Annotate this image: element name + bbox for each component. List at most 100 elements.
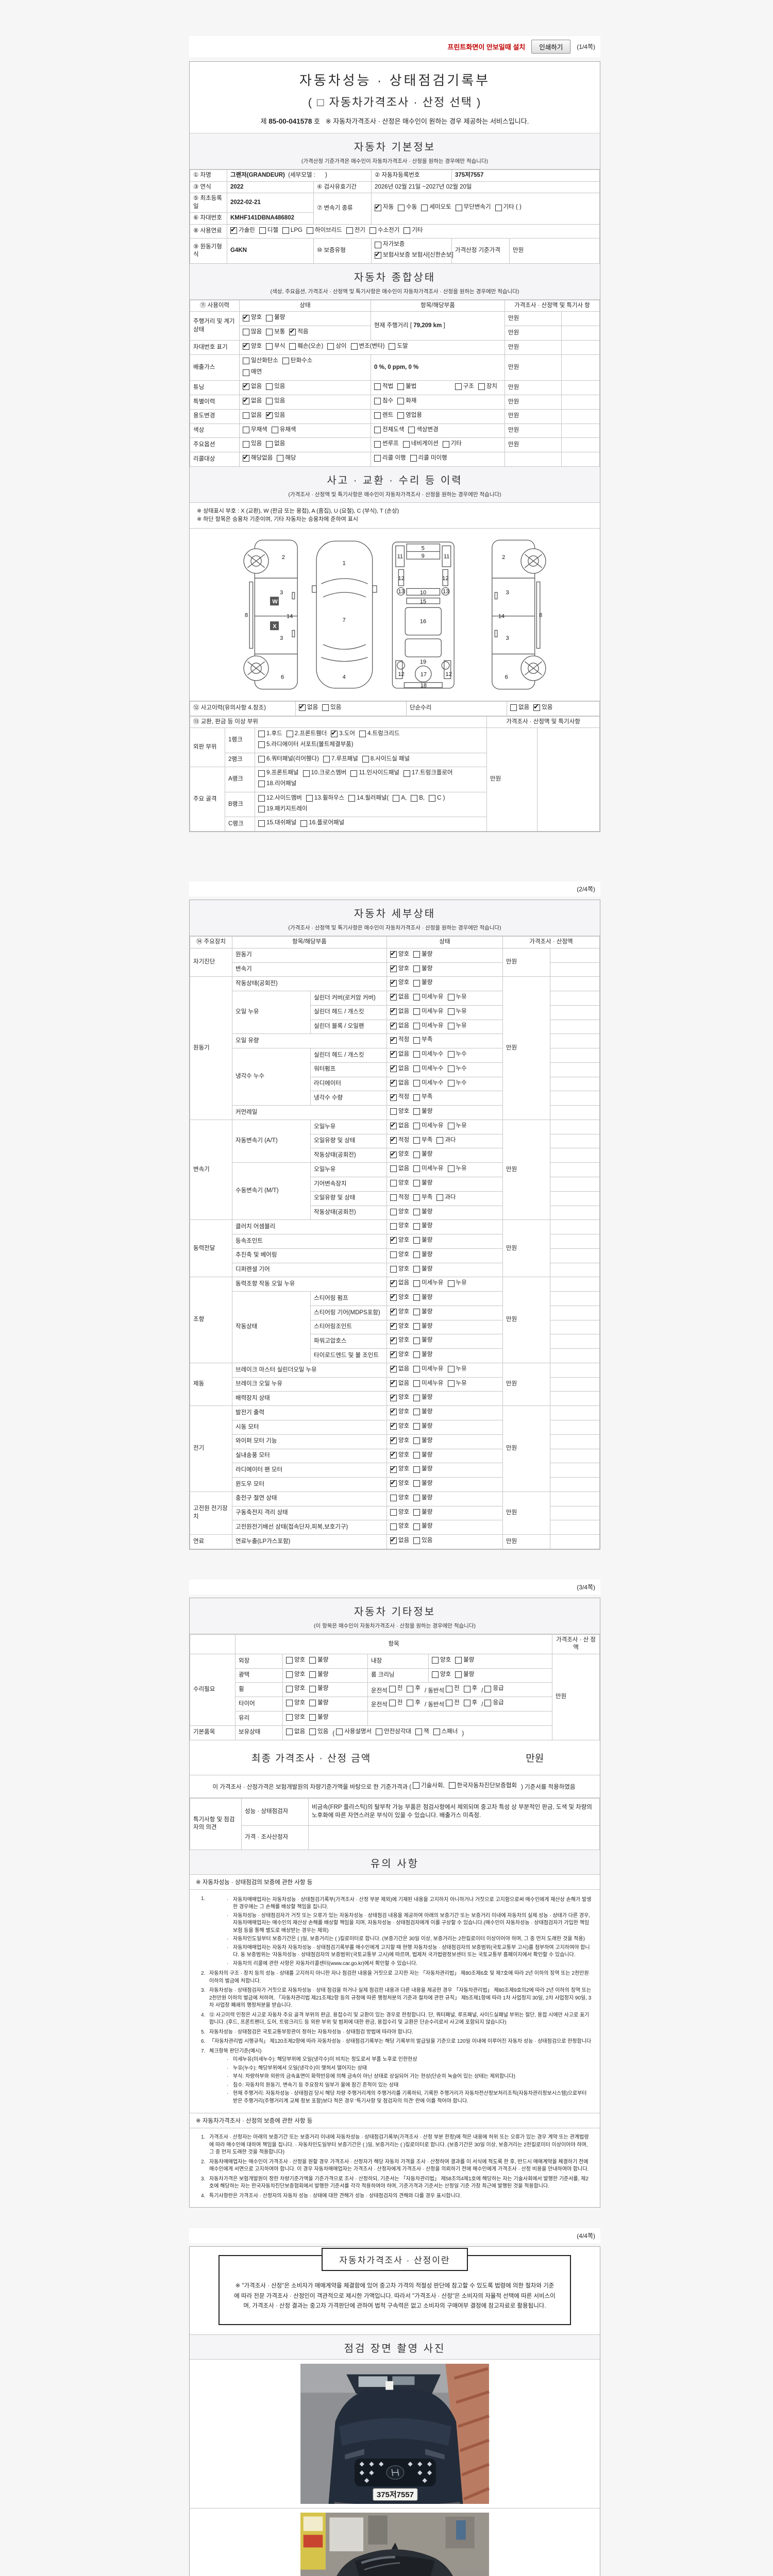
color-kind-checks: 전체도색 색상변경 (371, 423, 505, 438)
checkbox-option: C ) (429, 794, 445, 803)
status-checks: 양호 불량 (386, 1219, 503, 1235)
panel-10-cross-member: 10 (420, 589, 426, 596)
checkbox-checked-icon (230, 225, 237, 234)
checkbox-unchecked-icon (413, 951, 421, 958)
panel-3-door: 3 (280, 589, 283, 596)
checkbox-unchecked-icon (413, 1294, 421, 1301)
checkbox-label: 양호 (294, 1700, 306, 1706)
checkbox-option: 불량 (413, 1222, 432, 1230)
checkbox-option: 불량 (413, 1208, 432, 1216)
checkbox-option: 불량 (413, 1323, 432, 1331)
basic-info-table: ① 차명 그랜저(GRANDEUR) (세부모델 : ) ② 자동차등록번호 3… (190, 170, 600, 264)
checkbox-label: 8.사이드실 패널 (370, 755, 410, 762)
panel-15-dash-panel: 15 (420, 599, 426, 605)
interior-checks: 양호 불량 (428, 1653, 553, 1669)
checkbox-label: 누유 (456, 1380, 467, 1386)
checkbox-option: 없음 (390, 992, 409, 1002)
item-label: 시동 모터 (232, 1420, 387, 1435)
checkbox-label: 하이브리드 (314, 227, 342, 233)
checkbox-option: 6.쿼터패널(리어휀다) (258, 755, 319, 764)
checkbox-option: 없음 (299, 702, 318, 712)
checkbox-option: 양호 (243, 313, 262, 322)
checkbox-option: 불량 (309, 1714, 328, 1722)
checkbox-option: 미세누유 (413, 1365, 444, 1374)
checkbox-label: 2.프론트휀더 (294, 731, 327, 737)
status-checks: 적정 부족 과다 (386, 1133, 503, 1149)
price-cell: 만원 (505, 326, 562, 341)
checkbox-label: B, (419, 794, 425, 801)
checkbox-option: 양호 (286, 1699, 305, 1707)
checkbox-unchecked-icon (413, 1509, 421, 1516)
subitem-label: 워터펌프 (310, 1062, 387, 1077)
checkbox-label: 양호 (398, 1394, 410, 1401)
checkbox-checked-icon (390, 1035, 397, 1044)
checkbox-unchecked-icon (413, 1037, 421, 1044)
checkbox-unchecked-icon (413, 1309, 421, 1316)
checkbox-unchecked-icon (413, 1194, 421, 1201)
notice-bullet: · 자동차성능 · 상태점검자가 거짓 또는 오류가 있는 자동차성능 · 상태점… (227, 1912, 591, 1934)
notice-number: 1. (201, 1895, 206, 1902)
checkbox-label: 양호 (398, 1480, 410, 1487)
price-note-cell (561, 340, 600, 355)
checkbox-option: 미세누유 (413, 1165, 444, 1173)
status-checks: 없음 미세누수 누수 (386, 1062, 503, 1077)
price-note-cell (550, 1019, 600, 1035)
status-checks: 양호 불량 (386, 962, 503, 977)
checkbox-option: 한국자동차진단보증협회 (448, 1781, 517, 1790)
checkbox-unchecked-icon (447, 1065, 455, 1073)
checkbox-unchecked-icon (389, 343, 396, 350)
checkbox-unchecked-icon (413, 1151, 421, 1158)
checkbox-label: 없음 (398, 1051, 410, 1058)
price-note-cell (550, 1405, 600, 1420)
print-button[interactable]: 인쇄하기 (531, 40, 571, 54)
checkbox-label: 양호 (440, 1671, 451, 1677)
status-checks: 양호 불량 (386, 1148, 503, 1163)
checkbox-label: 탄화수소 (290, 357, 313, 364)
checkbox-option: 없음 (510, 704, 529, 712)
checkbox-unchecked-icon (398, 204, 405, 211)
overall-status-table: ⑪ 사용이력 상태 항목/해당부품 가격조사 · 산정액 및 특기사 항 주행거… (190, 299, 600, 467)
caution-block-a-head: ※ 자동차성능 · 상태점검의 보증에 관한 사항 등 (190, 1875, 600, 1890)
checkbox-unchecked-icon (374, 412, 381, 419)
checkbox-label: 수소전기 (378, 227, 400, 233)
appraiser-opinion-label: 가격 · 조사산정자 (241, 1825, 309, 1850)
print-toolbar: 프린트화면이 안보일때 설치 인쇄하기 (1/4쪽) (189, 36, 600, 57)
price-note-cell (550, 1133, 600, 1149)
subitem-label: 타이로드엔드 및 볼 조인트 (310, 1348, 387, 1363)
doc-no-note: ※ 자동차가격조사 · 산정은 매수인이 원하는 경우 제공하는 서비스입니다. (325, 117, 529, 125)
checkbox-label: 양호 (251, 343, 262, 349)
checkbox-option: 있음 (309, 1728, 328, 1736)
passenger-car-note: ※ 하단 항목은 승용차 기준이며, 기타 자동차는 승용차에 준하여 표시 (197, 516, 359, 523)
checkbox-unchecked-icon (266, 398, 273, 405)
checkbox-label: 해당 (285, 455, 296, 462)
options-kind-checks: 썬루프 네비게이션 기타 (371, 437, 505, 453)
checkbox-option: 불량 (455, 1656, 474, 1665)
detail-row: 오일유량 및 상태 적정 부족 과다 (190, 1133, 600, 1149)
panel-2-front-fender: 2 (282, 554, 285, 561)
checkbox-unchecked-icon (413, 979, 421, 987)
checkbox-label: 없음 (398, 1065, 410, 1072)
checkbox-checked-icon (390, 1349, 397, 1359)
checkbox-unchecked-icon (266, 440, 273, 448)
checkbox-option: 양호 (432, 1656, 451, 1665)
checkbox-label: 누유 (456, 1008, 467, 1014)
checkbox-option: 자가보증 (375, 241, 405, 249)
status-checks: 양호 불량 (386, 1234, 503, 1249)
checkbox-unchecked-icon (484, 1685, 492, 1692)
checkbox-option: 세미오토 (421, 204, 451, 212)
checkbox-checked-icon (390, 1393, 397, 1401)
checkbox-option: 후 (463, 1699, 477, 1707)
checkbox-option: 변조(변타) (350, 343, 384, 351)
price-note-cell (550, 1420, 600, 1435)
checkbox-unchecked-icon (243, 412, 249, 419)
checkbox-option: 불량 (413, 979, 432, 987)
checkbox-label: 양호 (398, 1223, 410, 1229)
checkbox-option: 2.프론트휀더 (286, 730, 327, 738)
rank-2-checks: 6.쿼터패널(리어휀다) 7.루프패널 8.사이드실 패널 (255, 752, 487, 768)
checkbox-unchecked-icon (447, 1380, 455, 1387)
room-cleaning-label: 룸 크리닝 (367, 1668, 429, 1683)
checkbox-unchecked-icon (413, 1123, 421, 1130)
checkbox-checked-icon (390, 1149, 397, 1158)
price-cell: 만원 (505, 340, 562, 355)
checkbox-label: 양호 (398, 1179, 410, 1186)
